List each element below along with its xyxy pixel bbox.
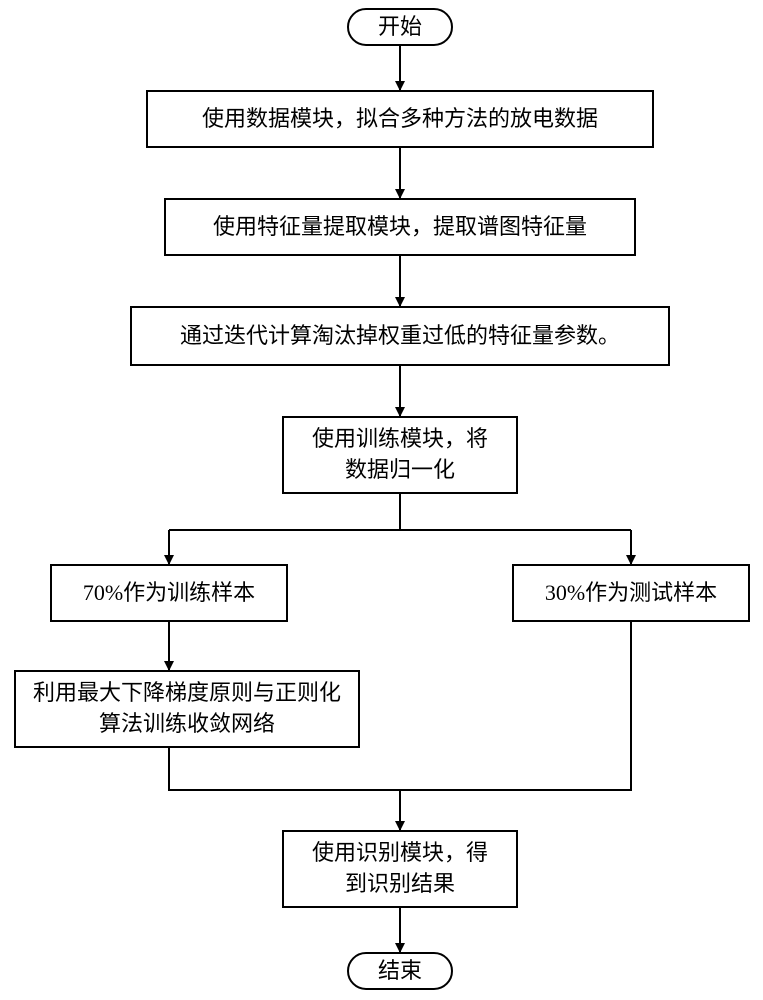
node-n2: 使用特征量提取模块，提取谱图特征量: [164, 198, 636, 256]
node-label: 通过迭代计算淘汰掉权重过低的特征量参数。: [174, 321, 626, 352]
node-label: 利用最大下降梯度原则与正则化 算法训练收敛网络: [27, 678, 347, 740]
node-start: 开始: [347, 8, 453, 46]
node-label: 使用数据模块，拟合多种方法的放电数据: [196, 104, 604, 135]
node-n3: 通过迭代计算淘汰掉权重过低的特征量参数。: [130, 306, 670, 366]
node-label: 使用特征量提取模块，提取谱图特征量: [207, 212, 593, 243]
node-n7: 使用识别模块，得 到识别结果: [282, 830, 518, 908]
node-label: 结束: [372, 956, 428, 987]
node-label: 70%作为训练样本: [77, 578, 261, 609]
node-n5b: 30%作为测试样本: [512, 564, 750, 622]
edge: [169, 748, 400, 790]
node-n4: 使用训练模块，将 数据归一化: [282, 416, 518, 494]
node-n1: 使用数据模块，拟合多种方法的放电数据: [146, 90, 654, 148]
node-n6: 利用最大下降梯度原则与正则化 算法训练收敛网络: [14, 670, 360, 748]
node-label: 30%作为测试样本: [539, 578, 723, 609]
node-n5a: 70%作为训练样本: [50, 564, 288, 622]
node-label: 开始: [372, 12, 428, 43]
flowchart-canvas: 开始使用数据模块，拟合多种方法的放电数据使用特征量提取模块，提取谱图特征量通过迭…: [0, 0, 763, 1000]
node-label: 使用训练模块，将 数据归一化: [306, 424, 494, 486]
node-end: 结束: [347, 952, 453, 990]
edge: [400, 622, 631, 790]
node-label: 使用识别模块，得 到识别结果: [306, 838, 494, 900]
